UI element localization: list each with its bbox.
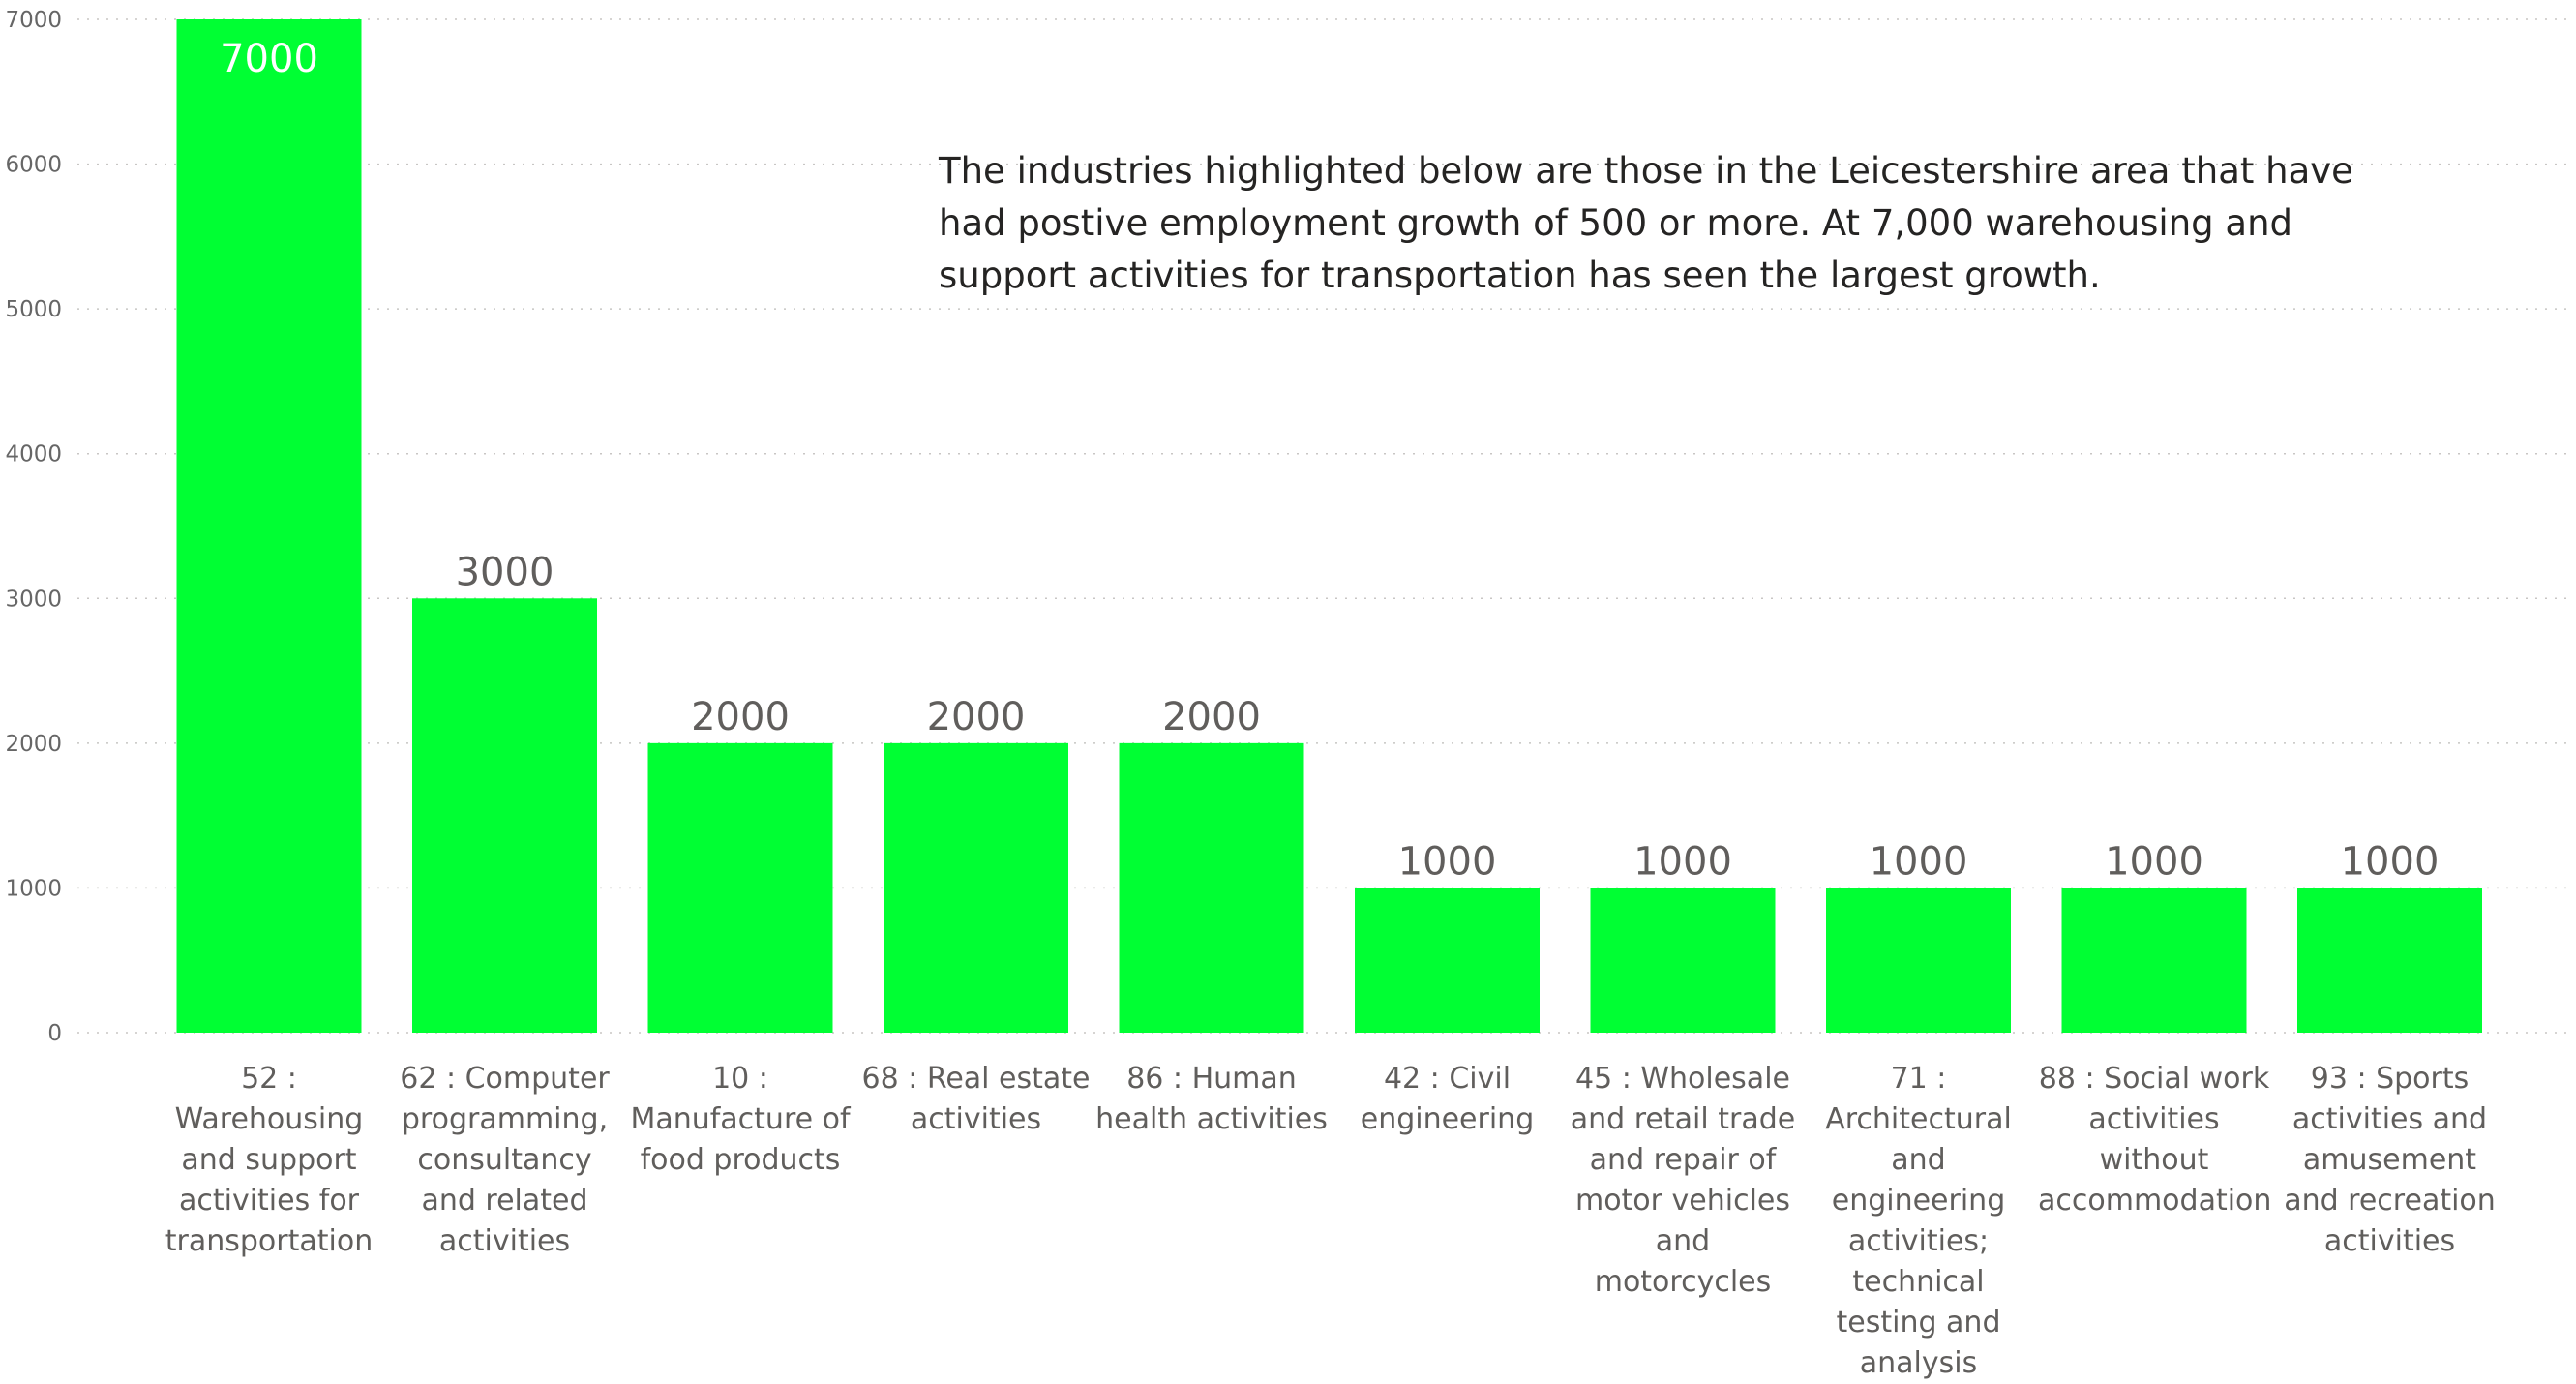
x-tick-label: 45 : Wholesale and retail trade and repa… (1570, 1062, 1796, 1299)
bar[interactable] (2061, 888, 2247, 1033)
data-label: 2000 (1162, 695, 1261, 739)
y-tick-label: 6000 (5, 153, 62, 178)
data-label: 1000 (2341, 839, 2440, 884)
annotation-text: The industries highlighted below are tho… (939, 150, 2353, 296)
data-label: 1000 (1633, 839, 1732, 884)
x-tick-label: 52 : Warehousing and support activities … (165, 1062, 374, 1258)
data-labels: 7000 3000 2000 2000 2000 1000 1000 1000 1000 1000 (220, 37, 2439, 884)
x-tick-label: 93 : Sports activities and amusement and… (2284, 1062, 2496, 1258)
bar[interactable] (176, 19, 362, 1033)
bar[interactable] (884, 742, 1068, 1033)
bars (176, 19, 2482, 1033)
bar[interactable] (1119, 742, 1304, 1033)
bar[interactable] (1590, 888, 1776, 1033)
data-label: 1000 (1398, 839, 1497, 884)
data-label: 1000 (2105, 839, 2203, 884)
x-tick-label: 86 : Human health activities (1095, 1062, 1328, 1136)
bar[interactable] (1826, 888, 2011, 1033)
data-label: 2000 (691, 695, 790, 739)
x-tick-label: 68 : Real estate activities (861, 1062, 1091, 1136)
y-tick-label: 7000 (5, 8, 62, 33)
bar[interactable] (647, 742, 833, 1033)
bar[interactable] (1355, 888, 1540, 1033)
y-tick-label: 2000 (5, 732, 62, 757)
data-label: 2000 (927, 695, 1026, 739)
bar[interactable] (412, 598, 597, 1033)
y-tick-label: 0 (47, 1021, 62, 1046)
y-tick-label: 4000 (5, 442, 62, 467)
bar-chart: 0 1000 2000 3000 4000 5000 6000 7000 7000 3000 20… (5, 8, 2569, 1046)
bar[interactable] (2297, 888, 2482, 1033)
x-tick-label: 42 : Civil engineering (1360, 1062, 1535, 1136)
x-tick-label: 71 : Architectural and engineering activ… (1825, 1062, 2012, 1380)
y-tick-label: 1000 (5, 876, 62, 901)
x-tick-label: 62 : Computer programming, consultancy a… (400, 1062, 610, 1258)
y-tick-label: 5000 (5, 297, 62, 322)
data-label: 7000 (220, 37, 318, 81)
x-tick-label: 88 : Social work activities without acco… (2038, 1062, 2272, 1218)
data-label: 1000 (1870, 839, 1968, 884)
data-label: 3000 (456, 550, 554, 594)
x-tick-label: 10 : Manufacture of food products (630, 1062, 851, 1177)
y-tick-label: 3000 (5, 587, 62, 612)
y-axis: 0 1000 2000 3000 4000 5000 6000 7000 (5, 8, 62, 1046)
